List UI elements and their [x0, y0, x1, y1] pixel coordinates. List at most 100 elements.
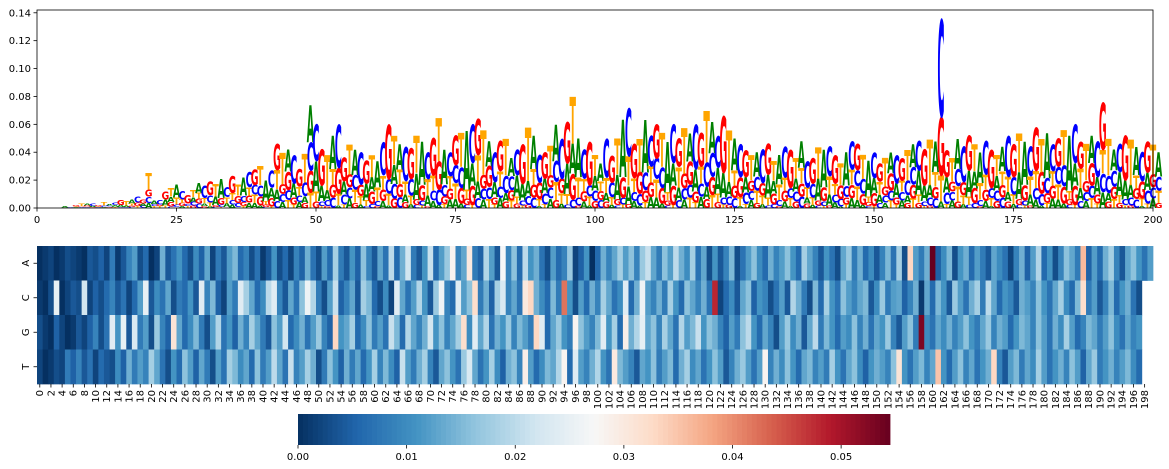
logo-letter-G: G — [686, 156, 694, 193]
heatmap-cell — [567, 246, 574, 281]
logo-letter-A: A — [669, 158, 677, 193]
heatmap-cell — [539, 246, 546, 281]
heatmap-cell — [316, 280, 322, 316]
colorbar-segment — [436, 414, 442, 445]
heatmap-cell — [823, 315, 830, 350]
colorbar-segment — [855, 414, 861, 445]
logo-letter-C: C — [240, 195, 247, 204]
heatmap-cell — [790, 315, 797, 350]
logo-letter-A: A — [976, 146, 983, 194]
logo-letter-C: C — [385, 176, 392, 199]
heatmap-cell — [92, 315, 99, 350]
heatmap-cell — [896, 280, 903, 316]
heatmap-cell — [528, 280, 534, 316]
logo-letter-G: G — [156, 204, 164, 207]
heatmap-cell — [946, 246, 953, 281]
heatmap-cell — [137, 280, 144, 316]
logo-letter-C: C — [156, 198, 163, 206]
logo-letter-G: G — [775, 206, 783, 209]
heatmap-cell — [734, 315, 741, 350]
heatmap-cell — [851, 246, 858, 281]
logo-x-tick-label: 125 — [725, 215, 744, 226]
logo-letter-A: A — [948, 200, 956, 211]
logo-letter-G: G — [212, 205, 220, 208]
logo-letter-A: A — [764, 171, 771, 206]
heatmap-cell — [226, 315, 233, 350]
logo-letter-C: C — [402, 138, 409, 192]
heatmap-x-label: 114 — [671, 390, 682, 409]
logo-letter-C: C — [151, 204, 158, 207]
logo-letter-C: C — [313, 117, 320, 174]
logo-letter-C: C — [848, 134, 855, 179]
logo-letter-G: G — [664, 198, 672, 207]
logo-letter-T: T — [78, 203, 85, 207]
heatmap-cell — [913, 315, 919, 350]
heatmap-cell — [1097, 246, 1104, 281]
logo-letter-G: G — [407, 142, 415, 190]
heatmap-cell — [472, 315, 479, 350]
heatmap-cell — [980, 315, 986, 350]
heatmap-cell — [1125, 349, 1132, 385]
heatmap-cell — [991, 315, 998, 350]
heatmap-cell — [449, 280, 456, 316]
logo-letter-T: T — [915, 194, 922, 206]
heatmap-cell — [555, 315, 562, 350]
logo-letter-G: G — [641, 189, 649, 207]
logo-letter-G: G — [334, 162, 342, 203]
heatmap-cell — [260, 246, 267, 281]
logo-letter-G: G — [301, 201, 309, 209]
logo-letter-G: G — [680, 170, 688, 193]
heatmap-cell — [260, 349, 267, 385]
heatmap-cell — [293, 349, 300, 385]
heatmap-cell — [366, 349, 373, 385]
heatmap-cell — [433, 280, 440, 316]
heatmap-x-label: 90 — [537, 390, 548, 403]
heatmap-cell — [232, 349, 239, 385]
heatmap-cell — [885, 315, 892, 350]
heatmap-cell — [516, 349, 523, 385]
heatmap-cell — [182, 280, 189, 316]
logo-letter-A: A — [469, 158, 477, 193]
heatmap-x-label: 126 — [738, 390, 749, 409]
heatmap-cell — [779, 246, 786, 281]
heatmap-cell — [48, 315, 55, 350]
colorbar-segment — [554, 414, 560, 445]
heatmap-cell — [991, 246, 998, 281]
colorbar-segment — [337, 414, 343, 445]
colorbar-segment — [806, 414, 812, 445]
heatmap-cell — [723, 349, 730, 385]
heatmap-cell — [572, 349, 579, 385]
colorbar-segment — [584, 414, 590, 445]
colorbar-segment — [653, 414, 659, 445]
logo-letter-C: C — [926, 197, 933, 209]
logo-letter-G: G — [374, 206, 382, 209]
logo-letter-A: A — [452, 197, 460, 212]
logo-letter-A: A — [435, 204, 443, 209]
heatmap-cell — [773, 349, 780, 385]
heatmap-cell — [706, 315, 713, 350]
heatmap-x-label: 194 — [1118, 390, 1129, 409]
heatmap-cell — [706, 246, 713, 281]
logo-letter-G: G — [675, 131, 683, 176]
heatmap-cell — [773, 280, 780, 316]
heatmap-cell — [148, 280, 155, 316]
heatmap-cell — [304, 246, 311, 281]
logo-letter-G: G — [876, 160, 884, 188]
heatmap-cell — [64, 349, 71, 385]
heatmap-cell — [561, 349, 568, 385]
logo-letter-A: A — [89, 206, 97, 208]
heatmap-cell — [874, 246, 880, 281]
logo-letter-A: A — [943, 173, 951, 198]
logo-letter-A: A — [1071, 158, 1079, 193]
logo-letter-T: T — [168, 187, 174, 200]
logo-letter-T: T — [575, 172, 582, 204]
logo-letter-T: T — [826, 173, 833, 201]
sequence-logo-panel: ACATGACGTTCGAGACACTGGACTTGCAGTACCAGCATCG… — [9, 0, 1163, 226]
logo-letter-G: G — [837, 182, 845, 203]
heatmap-cell — [243, 315, 250, 350]
heatmap-x-label: 48 — [303, 390, 314, 403]
logo-letter-A: A — [697, 194, 704, 212]
colorbar-segment — [756, 414, 763, 445]
logo-letter-A: A — [932, 135, 939, 183]
heatmap-cell — [332, 315, 339, 350]
